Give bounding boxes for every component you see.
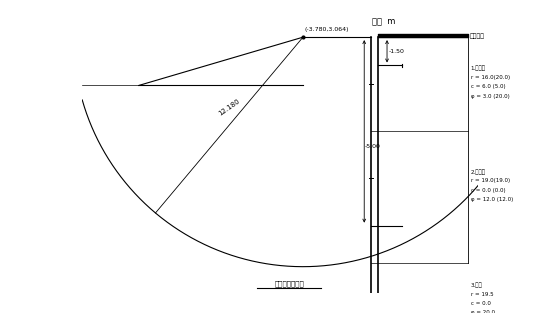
Text: φ = 3.0 (20.0): φ = 3.0 (20.0) — [471, 94, 510, 99]
Text: 1.素填土: 1.素填土 — [471, 65, 486, 71]
Text: 12.180: 12.180 — [217, 97, 241, 116]
Text: 基坑稳定性验算: 基坑稳定性验算 — [274, 280, 304, 287]
Text: c = 6.0 (5.0): c = 6.0 (5.0) — [471, 84, 505, 89]
Text: r = 19.5: r = 19.5 — [471, 291, 493, 296]
Text: 上层全载: 上层全载 — [469, 33, 484, 39]
Text: 3.砂砾: 3.砂砾 — [471, 282, 482, 288]
Text: -5.00: -5.00 — [365, 144, 381, 149]
Text: φ = 12.0 (12.0): φ = 12.0 (12.0) — [471, 197, 513, 202]
Text: 2.粉质土: 2.粉质土 — [471, 169, 486, 175]
Text: r = 19.0(19.0): r = 19.0(19.0) — [471, 178, 510, 183]
Text: c = 0.0: c = 0.0 — [471, 301, 491, 306]
Text: (-3.780,3.064): (-3.780,3.064) — [305, 28, 349, 33]
Text: r = 16.0(20.0): r = 16.0(20.0) — [471, 75, 510, 80]
Text: -1.50: -1.50 — [389, 49, 405, 54]
Text: c = 0.0 (0.0): c = 0.0 (0.0) — [471, 188, 505, 193]
Text: φ = 20.0: φ = 20.0 — [471, 310, 494, 313]
Text: 单位  m: 单位 m — [372, 17, 395, 26]
